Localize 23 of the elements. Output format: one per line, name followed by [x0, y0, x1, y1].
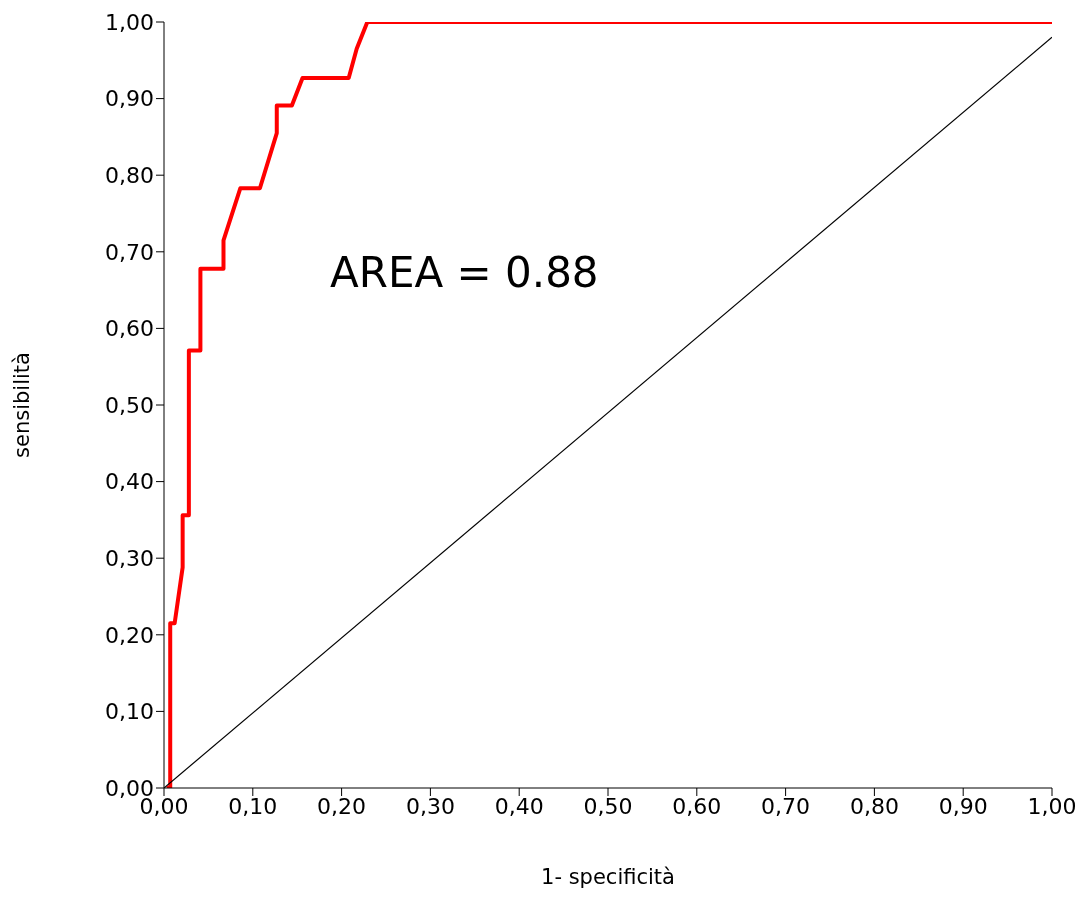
y-tick-label: 1,00 — [105, 9, 154, 35]
x-tick-label: 0,80 — [849, 793, 899, 819]
x-axis-title: 1- specificità — [541, 865, 675, 889]
y-tick-label: 0,90 — [105, 86, 154, 112]
y-tick-label: 0,20 — [105, 622, 154, 648]
x-tick-label: 0,20 — [317, 793, 367, 819]
y-tick-label: 0,50 — [105, 392, 154, 418]
x-tick-label: 0,90 — [938, 793, 988, 819]
y-tick-label: 0,80 — [105, 163, 154, 189]
y-axis-title: sensibilità — [10, 352, 35, 458]
x-tick-label: 1,00 — [1027, 793, 1077, 819]
y-tick-label: 0,70 — [105, 239, 154, 265]
x-tick-label: 0,60 — [672, 793, 722, 819]
x-tick-label: 0,50 — [583, 793, 633, 819]
y-tick-label: 0,30 — [105, 546, 154, 572]
x-tick-label: 0,30 — [405, 793, 455, 819]
y-tick-label: 0,60 — [105, 316, 154, 342]
x-tick-label: 0,10 — [228, 793, 278, 819]
annotation: AREA = 0.88 — [330, 248, 599, 297]
x-tick-label: 0,40 — [494, 793, 544, 819]
x-tick-label: 0,70 — [761, 793, 811, 819]
y-tick-label: 0,40 — [105, 469, 154, 495]
y-tick-label: 0,10 — [105, 699, 154, 725]
